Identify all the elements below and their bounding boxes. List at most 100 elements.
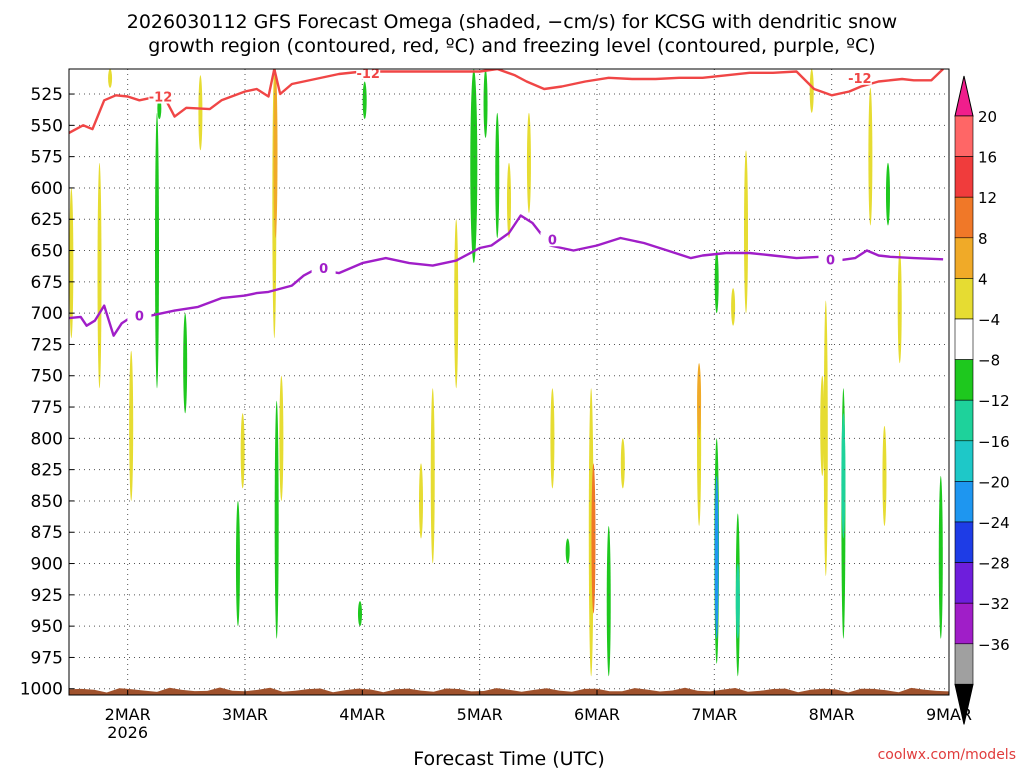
contour-label: -12 <box>356 67 380 82</box>
colorbar-swatch <box>954 196 974 239</box>
omega-blob <box>550 388 555 489</box>
omega-blob <box>820 375 825 476</box>
y-tick-label: 650 <box>31 242 63 262</box>
omega-blob <box>697 363 702 439</box>
contour-label-bg <box>818 252 843 267</box>
contour-label-bg <box>148 89 173 104</box>
colorbar: 20 16 12 8 4 −4 −8 −12 −16 −20 −24 −28 −32 −36 <box>954 75 1010 725</box>
y-tick-label: 550 <box>31 116 63 136</box>
omega-blob <box>97 162 102 389</box>
x-axis-title: Forecast Time (UTC) <box>413 748 604 768</box>
omega-blob <box>279 375 284 501</box>
y-tick-label: 875 <box>31 523 63 543</box>
omega-blob <box>882 425 887 526</box>
colorbar-swatch <box>954 115 974 157</box>
y-tick-label: 925 <box>31 586 63 606</box>
contour-label: 0 <box>826 253 835 268</box>
colorbar-label: −20 <box>978 473 1010 491</box>
omega-blob <box>526 112 531 213</box>
y-tick-label: 700 <box>31 304 63 324</box>
omega-blob <box>714 250 719 314</box>
x-tick-label: 2MAR <box>105 705 151 724</box>
omega-blob <box>744 150 749 314</box>
y-tick-label: 675 <box>31 273 63 293</box>
colorbar-label: 20 <box>978 108 997 126</box>
omega-blob <box>938 475 943 639</box>
colorbar-label: −28 <box>978 555 1010 573</box>
omega-blob <box>108 69 113 88</box>
x-tick-label: 6MAR <box>574 705 620 724</box>
omega-blob <box>868 87 873 226</box>
omega-blob <box>841 413 846 539</box>
omega-blob <box>357 601 362 627</box>
y-tick-label: 725 <box>31 335 63 355</box>
omega-blob <box>198 75 203 151</box>
y-tick-label: 600 <box>31 179 63 199</box>
colorbar-label: 4 <box>978 270 988 288</box>
omega-blob <box>273 68 278 239</box>
omega-blob <box>823 300 828 577</box>
omega-blob <box>588 388 594 677</box>
omega-blob <box>606 525 611 677</box>
omega-blob <box>470 69 478 264</box>
colorbar-label: −24 <box>978 514 1010 532</box>
y-tick-label: 1000 <box>20 680 63 700</box>
contour-label-bg <box>847 70 872 85</box>
contour-label: 0 <box>135 310 144 325</box>
contour-label-bg <box>540 232 565 247</box>
omega-blob <box>714 475 719 639</box>
colorbar-label: 16 <box>978 149 997 167</box>
grid-lines <box>69 69 950 695</box>
omega-blob <box>495 112 500 239</box>
y-tick-label: 950 <box>31 617 63 637</box>
contour-label-bg <box>311 261 336 276</box>
y-tick-label: 750 <box>31 367 63 387</box>
colorbar-swatch <box>954 156 974 198</box>
y-tick-label: 575 <box>31 148 63 168</box>
contour-line <box>69 214 944 337</box>
omega-blob <box>885 162 890 226</box>
omega-blob <box>897 250 902 364</box>
omega-blob <box>565 538 570 564</box>
colorbar-swatch <box>954 399 974 442</box>
omega-blob <box>419 463 423 539</box>
omega-blob <box>155 112 159 389</box>
omega-blob <box>809 69 814 113</box>
chart-title-line1: 2026030112 GFS Forecast Omega (shaded, −… <box>127 11 897 33</box>
contour-label: 0 <box>548 233 557 248</box>
chart-title-line2: growth region (contoured, red, ºC) and f… <box>148 35 875 57</box>
omega-blob <box>69 187 74 339</box>
y-tick-label: 900 <box>31 555 63 575</box>
colorbar-swatch <box>954 562 974 604</box>
colorbar-label: −12 <box>978 392 1010 410</box>
colorbar-label: −4 <box>978 311 1000 329</box>
temperature-contours: -12 -12 -12 0 0 0 0 <box>69 67 944 337</box>
y-axis-labels: 525 550 575 600 625 650 675 700 725 750 775 800 825 8… <box>20 85 74 700</box>
omega-blob <box>235 500 240 627</box>
y-tick-label: 775 <box>31 398 63 418</box>
y-tick-label: 525 <box>31 85 63 105</box>
colorbar-swatch <box>954 440 974 482</box>
colorbar-swatch <box>954 481 974 523</box>
contour-line <box>69 69 944 134</box>
contour-label: 0 <box>319 262 328 277</box>
omega-blob <box>591 463 596 614</box>
colorbar-label: −32 <box>978 595 1010 613</box>
colorbar-label: −36 <box>978 636 1010 654</box>
omega-blob <box>183 313 188 414</box>
colorbar-swatch <box>954 521 974 563</box>
colorbar-label: −16 <box>978 433 1010 451</box>
colorbar-swatch <box>954 602 974 645</box>
omega-blob <box>483 69 488 138</box>
colorbar-swatch <box>954 278 974 320</box>
colorbar-label: 12 <box>978 189 997 207</box>
colorbar-label: −8 <box>978 352 1000 370</box>
omega-blob <box>620 438 625 489</box>
contour-label: -12 <box>149 91 173 106</box>
colorbar-swatch <box>954 643 974 685</box>
x-tick-label: 7MAR <box>691 705 737 724</box>
contour-label-bg <box>356 69 381 80</box>
